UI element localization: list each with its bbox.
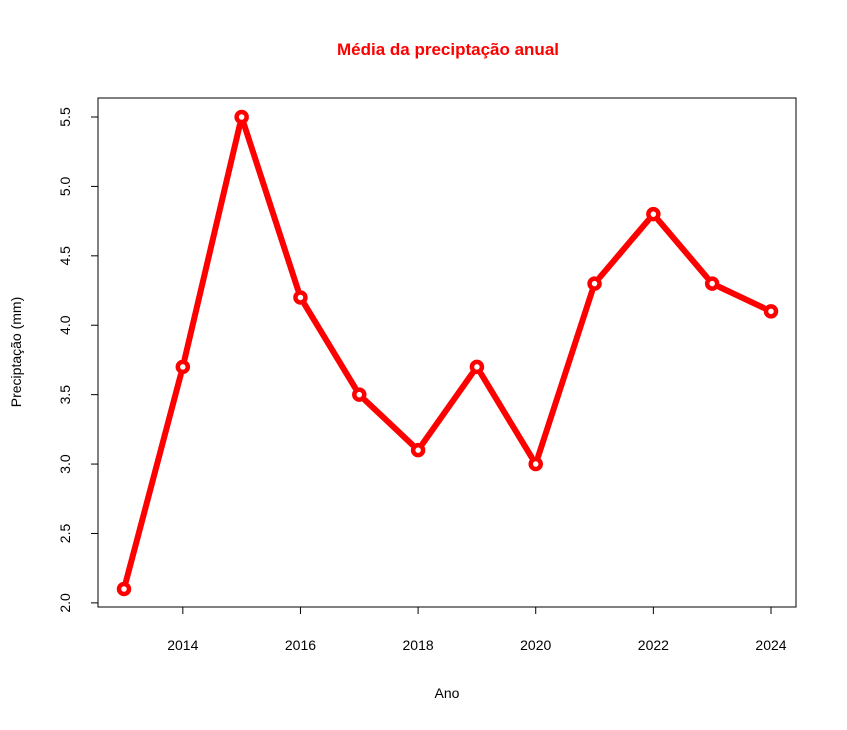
line-segment (362, 397, 416, 448)
y-tick-label: 5.5 (57, 107, 73, 127)
data-point (469, 359, 485, 375)
data-point (763, 304, 779, 319)
x-axis: 2014 2016 2018 2020 2022 2024 (167, 606, 787, 653)
line-segment (655, 217, 711, 281)
line-segment (596, 217, 652, 281)
y-tick-label: 2.5 (57, 524, 73, 544)
data-point (410, 442, 426, 458)
y-tick-label: 3.5 (57, 385, 73, 405)
plot-frame (97, 97, 797, 608)
y-tick-label: 4.5 (57, 246, 73, 266)
data-point (234, 109, 249, 125)
x-tick-label: 2014 (167, 637, 198, 653)
line-segment (241, 121, 301, 293)
chart-title: Média da preciptação anual (337, 40, 559, 59)
line-segment (123, 371, 184, 585)
data-point (116, 581, 132, 597)
data-point (587, 276, 602, 291)
line-segment (301, 301, 359, 391)
x-tick-label: 2016 (285, 637, 316, 653)
series-line (116, 109, 779, 597)
line-segment (716, 284, 767, 311)
data-point (175, 359, 191, 375)
y-tick-label: 2.0 (57, 593, 73, 613)
y-tick-label: 4.0 (57, 315, 73, 335)
y-axis-label: Preciptação (mm) (8, 297, 24, 407)
data-point (528, 456, 543, 472)
data-point (646, 206, 661, 222)
y-axis: 2.0 2.5 3.0 3.5 4.0 4.5 5.0 5.5 (57, 107, 99, 613)
x-tick-label: 2022 (638, 637, 669, 653)
data-point (352, 387, 367, 402)
data-point (704, 276, 720, 291)
y-tick-label: 5.0 (57, 176, 73, 196)
x-tick-label: 2024 (755, 637, 786, 653)
x-tick-label: 2018 (403, 637, 434, 653)
x-axis-label: Ano (435, 685, 460, 701)
data-point (293, 290, 308, 305)
line-segment (478, 370, 535, 461)
line-segment (181, 121, 243, 363)
y-tick-label: 3.0 (57, 454, 73, 474)
x-tick-label: 2020 (520, 637, 551, 653)
line-segment (535, 288, 596, 460)
line-segment (419, 370, 476, 447)
